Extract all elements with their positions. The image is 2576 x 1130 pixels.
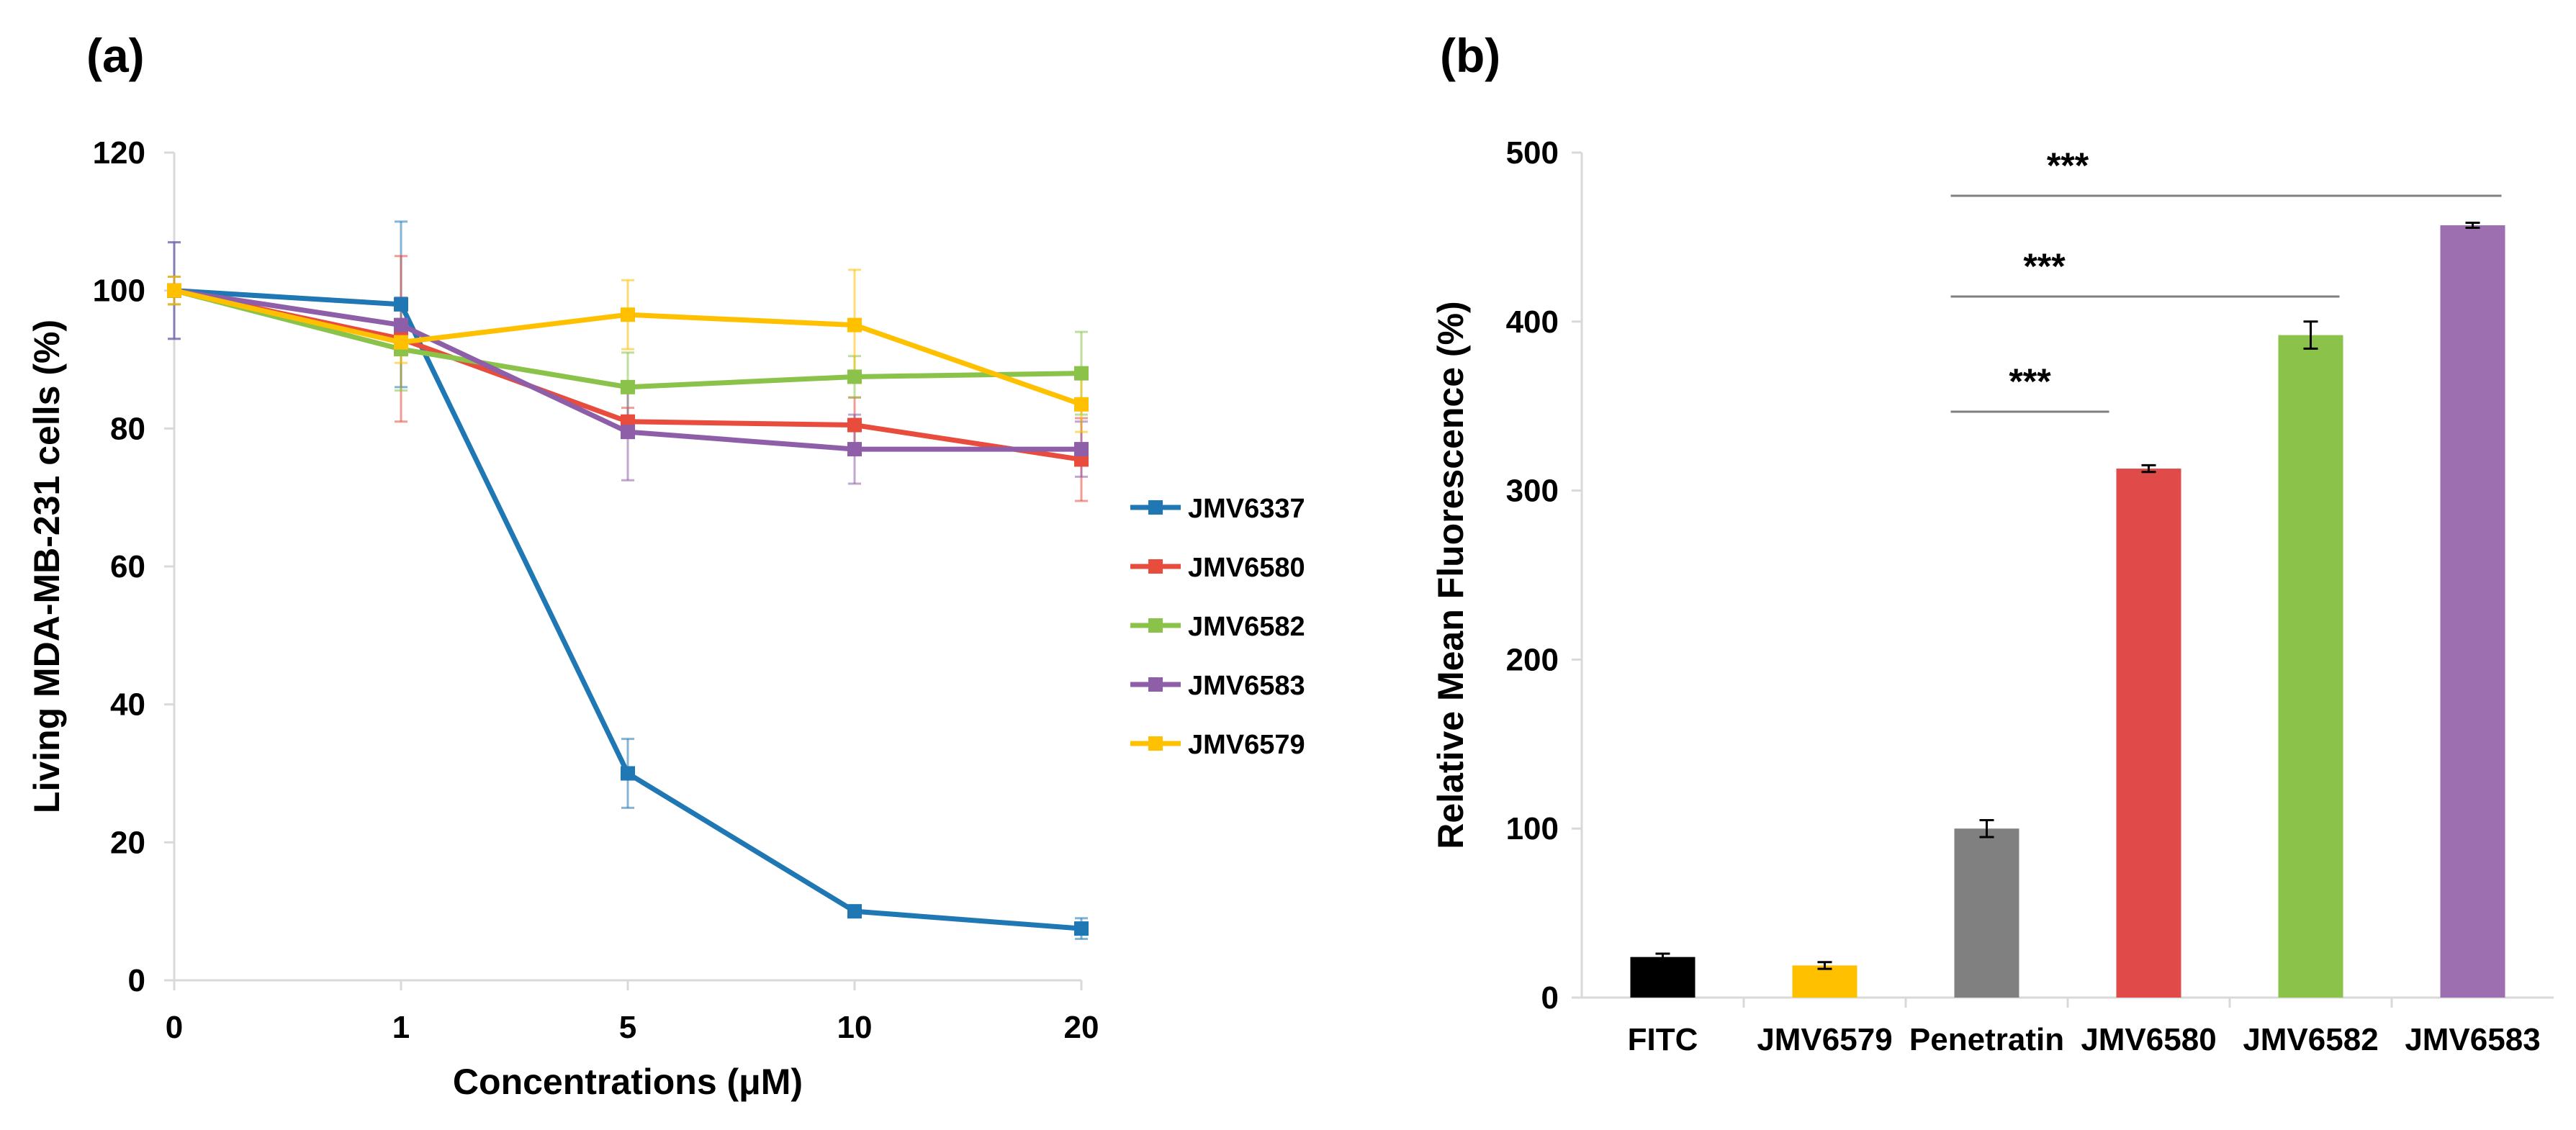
- b-y-tick-label: 200: [1506, 642, 1559, 677]
- a-y-axis-title: Living MDA-MB-231 cells (%): [27, 320, 67, 813]
- b-y-tick-label: 300: [1506, 474, 1559, 509]
- a-data-point: [394, 297, 408, 312]
- a-legend-label: JMV6582: [1188, 612, 1305, 642]
- a-legend-swatch-marker: [1148, 677, 1163, 692]
- a-series-jmv6337: [167, 283, 1089, 936]
- b-significance-label: ***: [2009, 361, 2051, 402]
- a-data-point: [1074, 397, 1089, 412]
- b-x-tick-label: JMV6582: [2243, 1022, 2378, 1057]
- a-data-point: [847, 317, 862, 333]
- a-data-point: [847, 369, 862, 384]
- panel-a-label: (a): [86, 29, 145, 82]
- a-legend-item-jmv6583: JMV6583: [1130, 671, 1305, 701]
- b-bar-fitc: [1630, 952, 1695, 998]
- a-x-tick-label: 20: [1064, 1010, 1099, 1045]
- a-legend-item-jmv6337: JMV6337: [1130, 494, 1305, 524]
- a-series-jmv6579: [167, 283, 1089, 412]
- b-bar: [2278, 335, 2343, 998]
- b-y-tick-label: 0: [1541, 980, 1559, 1016]
- a-data-point: [847, 442, 862, 457]
- b-y-tick-label: 100: [1506, 811, 1559, 846]
- b-bar-jmv6579: [1792, 961, 1857, 998]
- a-y-tick-label: 60: [110, 549, 145, 584]
- b-bars-group: [1630, 221, 2505, 998]
- a-data-point: [1074, 921, 1089, 936]
- a-data-point: [621, 307, 635, 322]
- a-data-point: [394, 335, 408, 350]
- a-data-point: [1074, 366, 1089, 381]
- b-x-tick-label: JMV6579: [1757, 1022, 1892, 1057]
- a-legend-label: JMV6337: [1188, 494, 1305, 524]
- b-y-axis-title: Relative Mean Fluorescence (%): [1431, 301, 1471, 849]
- b-x-tick-label: JMV6580: [2081, 1022, 2216, 1057]
- a-data-point: [621, 425, 635, 440]
- b-y-tick-labels: 0 100 200 300 400 500: [1506, 135, 1582, 1016]
- a-legend-swatch-marker: [1148, 618, 1163, 633]
- b-bar: [1630, 957, 1695, 998]
- b-bar-penetratin: [1954, 818, 2019, 998]
- b-significance-label: ***: [2047, 145, 2089, 186]
- b-axes: [1580, 153, 2554, 999]
- a-y-tick-label: 40: [110, 687, 145, 723]
- a-x-tick-labels: 0 1 5 10 20: [166, 980, 1099, 1045]
- a-x-axis-title: Concentrations (μM): [453, 1062, 803, 1102]
- b-x-tick-labels: FITC JMV6579 Penetratin JMV6580 JMV6582 JMV65…: [1628, 998, 2541, 1057]
- a-legend-item-jmv6582: JMV6582: [1130, 612, 1305, 642]
- a-data-point: [847, 904, 862, 919]
- b-x-tick-label: JMV6583: [2405, 1022, 2540, 1057]
- a-y-tick-label: 120: [93, 135, 145, 171]
- b-significance-label: ***: [2023, 246, 2066, 286]
- line-chart-panel: (a) 0 20 40 60 80 100 120 0 1 5 10 20 Concentratio…: [27, 29, 1305, 1102]
- a-legend: JMV6337 JMV6580 JMV6582 JMV6583 JMV6579: [1130, 494, 1305, 760]
- a-x-tick-label: 5: [619, 1010, 636, 1045]
- b-significance-3: ***: [1950, 145, 2502, 197]
- a-legend-label: JMV6583: [1188, 671, 1305, 701]
- b-y-tick-label: 500: [1506, 135, 1559, 171]
- a-legend-swatch-marker: [1148, 500, 1163, 515]
- a-legend-label: JMV6580: [1188, 553, 1305, 583]
- b-x-tick-label: Penetratin: [1909, 1022, 2064, 1057]
- a-y-tick-label: 20: [110, 825, 145, 860]
- a-data-point: [621, 766, 635, 781]
- a-data-point: [167, 283, 181, 298]
- a-data-point: [1074, 442, 1089, 457]
- a-data-point: [394, 317, 408, 333]
- b-y-tick-label: 400: [1506, 304, 1559, 340]
- b-bar-jmv6582: [2278, 320, 2343, 998]
- b-significance-1: ***: [1950, 361, 2109, 413]
- bar-chart-panel: (b) 0 100 200 300 400 500 FITC JMV6579 Penetrat…: [1431, 29, 2554, 1057]
- b-bar: [1954, 828, 2019, 998]
- a-y-tick-labels: 0 20 40 60 80 100 120: [93, 135, 174, 998]
- a-series-group: [167, 220, 1089, 940]
- a-legend-item-jmv6579: JMV6579: [1130, 730, 1305, 760]
- a-data-point: [621, 379, 635, 394]
- b-significance-group: *** *** ***: [1950, 145, 2502, 413]
- a-legend-swatch-marker: [1148, 559, 1163, 574]
- a-x-tick-label: 0: [166, 1010, 183, 1045]
- b-significance-2: ***: [1950, 246, 2340, 298]
- a-data-point: [847, 417, 862, 433]
- a-y-tick-label: 80: [110, 411, 145, 446]
- b-bar: [2116, 469, 2181, 998]
- a-x-tick-label: 1: [392, 1010, 410, 1045]
- a-legend-label: JMV6579: [1188, 730, 1305, 760]
- a-y-tick-label: 0: [128, 963, 145, 998]
- a-y-tick-label: 100: [93, 274, 145, 309]
- b-x-tick-label: FITC: [1628, 1022, 1698, 1057]
- panel-b-label: (b): [1440, 29, 1500, 82]
- b-bar-jmv6583: [2440, 221, 2505, 998]
- a-x-tick-label: 10: [837, 1010, 873, 1045]
- b-bar: [2440, 225, 2505, 998]
- a-legend-swatch-marker: [1148, 736, 1163, 751]
- b-bar-jmv6580: [2116, 464, 2181, 998]
- a-axes: [173, 153, 1081, 982]
- b-bar: [1792, 965, 1857, 998]
- a-legend-item-jmv6580: JMV6580: [1130, 553, 1305, 583]
